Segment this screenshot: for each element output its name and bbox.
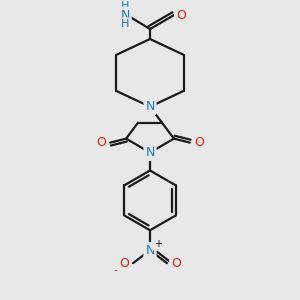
Text: O: O: [176, 9, 186, 22]
Text: O: O: [119, 256, 129, 270]
Text: O: O: [171, 256, 181, 270]
Text: -: -: [113, 265, 117, 275]
Text: N: N: [120, 9, 130, 22]
Text: O: O: [96, 136, 106, 149]
Text: N: N: [145, 244, 155, 257]
Text: H: H: [121, 19, 129, 29]
Text: N: N: [145, 100, 155, 113]
Text: O: O: [194, 136, 204, 149]
Text: N: N: [145, 146, 155, 159]
Text: +: +: [154, 239, 162, 249]
Text: H: H: [121, 1, 129, 11]
